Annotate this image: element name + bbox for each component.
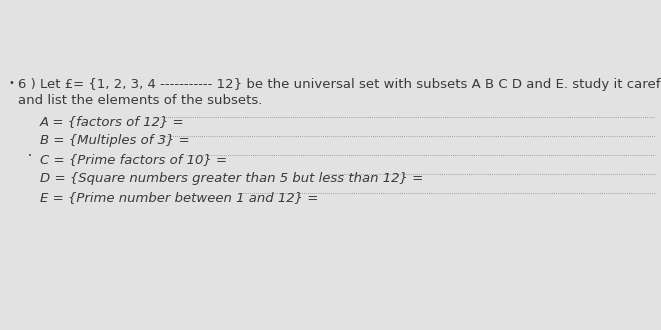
Text: D = {Square numbers greater than 5 but less than 12} =: D = {Square numbers greater than 5 but l… bbox=[40, 172, 428, 185]
Text: 6 ) Let £= {1, 2, 3, 4 ----------- 12} be the universal set with subsets A B C D: 6 ) Let £= {1, 2, 3, 4 ----------- 12} b… bbox=[18, 78, 661, 91]
Text: E = {Prime number between 1 and 12} =: E = {Prime number between 1 and 12} = bbox=[40, 191, 323, 204]
Text: B = {Multiples of 3} =: B = {Multiples of 3} = bbox=[40, 134, 194, 147]
Text: •: • bbox=[8, 78, 14, 88]
Text: C = {Prime factors of 10} =: C = {Prime factors of 10} = bbox=[40, 153, 231, 166]
Text: and list the elements of the subsets.: and list the elements of the subsets. bbox=[18, 94, 262, 107]
Text: A = {factors of 12} =: A = {factors of 12} = bbox=[40, 115, 189, 128]
Text: •: • bbox=[28, 153, 32, 159]
